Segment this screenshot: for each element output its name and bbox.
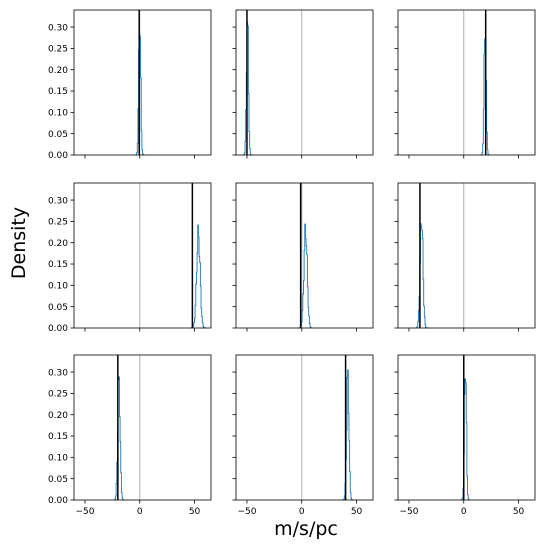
y-tick-label: 0.15 [48,260,68,270]
panel-frame [397,9,536,156]
x-tick-label: 50 [351,507,363,517]
x-tick-label: 50 [513,507,525,517]
x-axis-title: m/s/pc [274,518,338,540]
histogram [460,378,471,501]
panel-2-2 [232,182,374,332]
y-tick-label: 0.15 [48,87,68,97]
y-tick-label: 0.00 [48,324,68,334]
y-tick-label: 0.30 [48,368,68,378]
panels-group: 0.00 0.05 0.10 0.15 0.20 0.25 0.30 0.00 0.05 0.10… [48,9,536,517]
x-tick-label: −50 [75,507,94,517]
y-tick-label: 0.20 [48,66,68,76]
panel-frame [73,182,212,329]
y-axis-title: Density [8,207,30,279]
panel-2-3 [394,182,536,332]
y-tick-label: 0.30 [48,196,68,206]
y-tick-label: 0.00 [48,151,68,161]
panel-frame [235,182,374,329]
y-tick-label: 0.20 [48,411,68,421]
panel-frame [235,354,374,501]
panel-2-1: 0.00 0.05 0.10 0.15 0.20 0.25 0.30 [48,182,212,334]
panel-3-1: −50 0 50 0.00 0.05 0.10 0.15 0.20 0.25 0.30 [48,354,212,517]
y-tick-label: 0.00 [48,496,68,506]
y-tick-label: 0.20 [48,239,68,249]
histogram [190,224,207,329]
panel-3-3: −50 0 50 [394,354,536,517]
panel-1-1: 0.00 0.05 0.10 0.15 0.20 0.25 0.30 [48,9,212,161]
y-tick-label: 0.25 [48,218,68,228]
y-tick-label: 0.05 [48,130,68,140]
x-tick-label: 50 [189,507,201,517]
histogram [341,369,354,501]
panel-frame [73,354,212,501]
x-tick-label: 0 [299,507,305,517]
y-tick-label: 0.05 [48,475,68,485]
x-tick-label: 0 [137,507,143,517]
panel-3-2: −50 0 50 [232,354,374,517]
y-tick-label: 0.10 [48,454,68,464]
panel-1-3 [394,9,536,159]
y-tick-label: 0.25 [48,390,68,400]
panel-frame [73,9,212,156]
y-tick-label: 0.05 [48,303,68,313]
histogram [113,376,125,501]
histogram [414,223,429,329]
y-tick-label: 0.10 [48,282,68,292]
y-tick-label: 0.25 [48,45,68,55]
panel-frame [235,9,374,156]
y-tick-label: 0.15 [48,432,68,442]
x-tick-label: 0 [461,507,467,517]
panel-1-2 [232,9,374,159]
y-tick-label: 0.30 [48,23,68,33]
panel-frame [397,182,536,329]
x-tick-label: −50 [237,507,256,517]
panel-frame [397,354,536,501]
x-tick-label: −50 [399,507,418,517]
y-tick-label: 0.10 [48,109,68,119]
